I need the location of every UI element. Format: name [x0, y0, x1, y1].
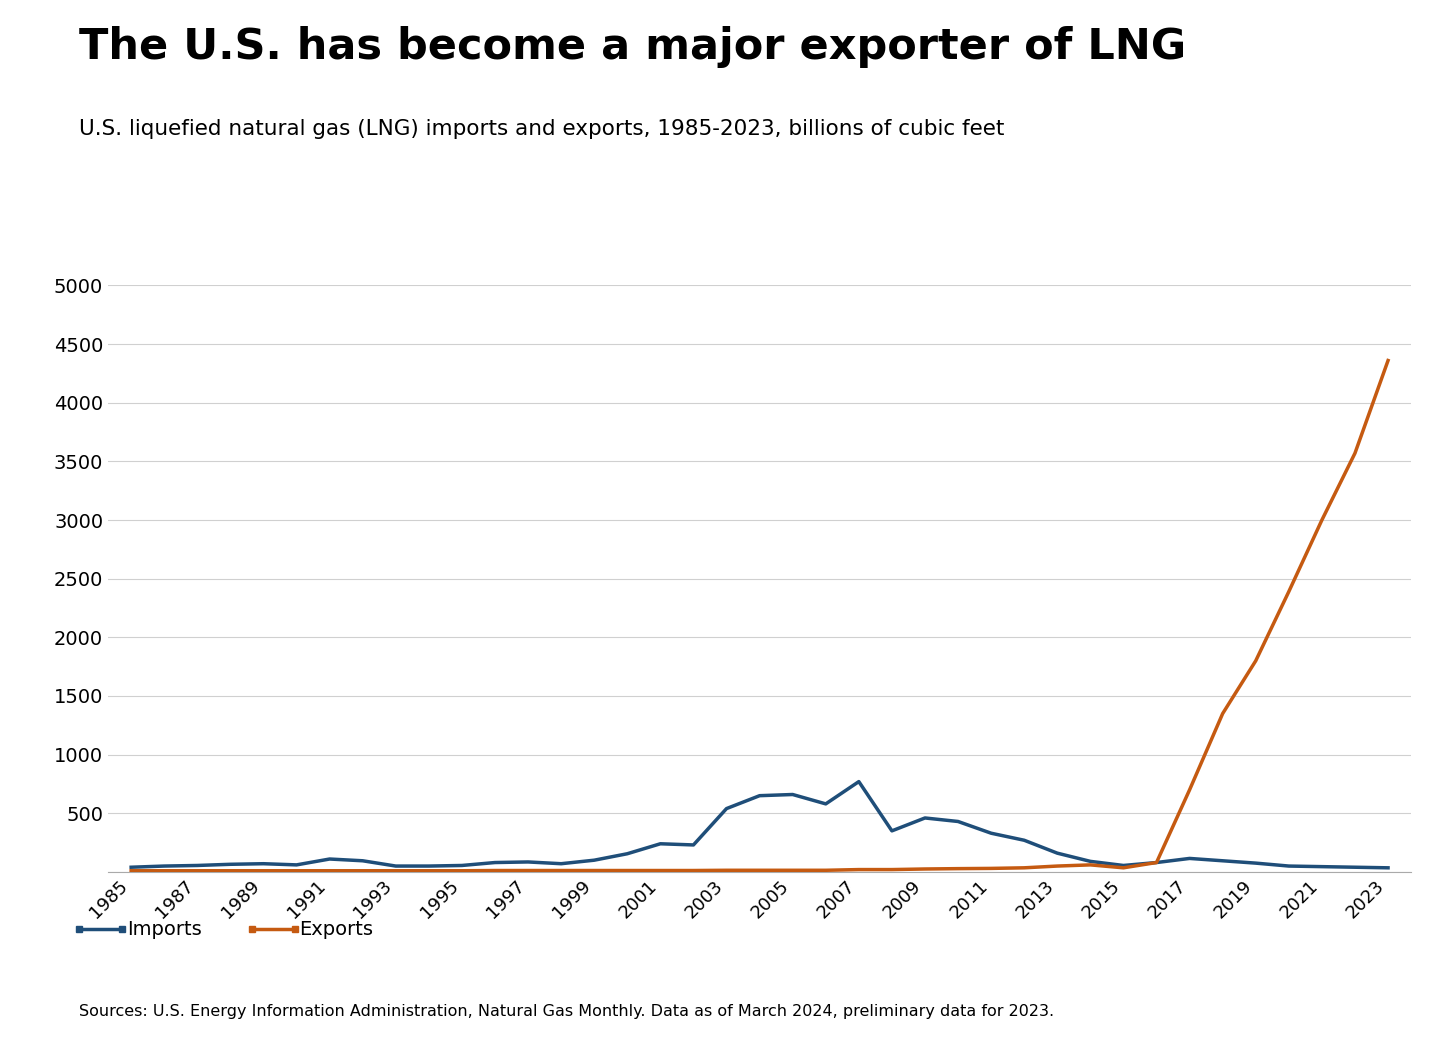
- Imports: [1346, 861, 1364, 873]
- Exports: [387, 865, 405, 877]
- Exports: [586, 865, 603, 877]
- Imports: [619, 847, 636, 859]
- Imports: [122, 861, 140, 873]
- Exports: [222, 865, 239, 877]
- Imports: [719, 802, 736, 815]
- Exports: [982, 863, 999, 875]
- Exports: [189, 865, 206, 877]
- Exports: [553, 865, 570, 877]
- Exports: [1280, 585, 1297, 598]
- Imports: [1181, 852, 1198, 865]
- Imports: [1247, 857, 1264, 870]
- Imports: [387, 859, 405, 872]
- Imports: [1313, 861, 1331, 873]
- Exports: [1214, 707, 1231, 719]
- Exports: [420, 865, 438, 877]
- Exports: [1346, 447, 1364, 460]
- Imports: [586, 854, 603, 867]
- Imports: [916, 812, 933, 824]
- Imports: [652, 838, 670, 850]
- Imports: [1115, 859, 1132, 872]
- Imports: [850, 775, 867, 788]
- Exports: [122, 865, 140, 877]
- Exports: [156, 865, 173, 877]
- Imports: [1214, 854, 1231, 867]
- Exports: [354, 865, 372, 877]
- Exports: [752, 864, 769, 876]
- Exports: [454, 865, 471, 877]
- Exports: [1048, 859, 1066, 872]
- Imports: [1048, 847, 1066, 859]
- Exports: [288, 865, 305, 877]
- Exports: [1247, 655, 1264, 667]
- Exports: [1115, 862, 1132, 874]
- Exports: [883, 864, 900, 876]
- Exports: [1148, 856, 1165, 869]
- Text: Exports: Exports: [300, 920, 373, 938]
- Imports: [1280, 859, 1297, 872]
- Imports: [1081, 855, 1099, 868]
- Imports: [816, 797, 834, 810]
- Exports: [1081, 858, 1099, 871]
- Exports: [685, 865, 703, 877]
- Exports: [255, 865, 272, 877]
- Text: U.S. liquefied natural gas (LNG) imports and exports, 1985-2023, billions of cub: U.S. liquefied natural gas (LNG) imports…: [79, 119, 1005, 139]
- Text: Imports: Imports: [127, 920, 202, 938]
- Exports: [949, 863, 966, 875]
- Imports: [420, 859, 438, 872]
- Imports: [354, 854, 372, 867]
- Imports: [189, 859, 206, 872]
- Exports: [783, 864, 801, 876]
- Line: Exports: Exports: [131, 360, 1388, 871]
- Exports: [321, 865, 338, 877]
- Imports: [454, 859, 471, 872]
- Imports: [1148, 856, 1165, 869]
- Exports: [816, 864, 834, 876]
- Imports: [222, 858, 239, 871]
- Imports: [1015, 834, 1032, 846]
- Imports: [520, 855, 537, 868]
- Exports: [619, 865, 636, 877]
- Exports: [916, 863, 933, 875]
- Imports: [883, 824, 900, 837]
- Exports: [520, 865, 537, 877]
- Exports: [1181, 784, 1198, 796]
- Imports: [783, 788, 801, 800]
- Exports: [1015, 862, 1032, 874]
- Imports: [752, 790, 769, 802]
- Imports: [288, 858, 305, 871]
- Imports: [156, 859, 173, 872]
- Imports: [685, 839, 703, 851]
- Exports: [850, 864, 867, 876]
- Text: The U.S. has become a major exporter of LNG: The U.S. has become a major exporter of …: [79, 26, 1187, 67]
- Exports: [487, 865, 504, 877]
- Imports: [255, 857, 272, 870]
- Exports: [652, 865, 670, 877]
- Line: Imports: Imports: [131, 782, 1388, 868]
- Exports: [1313, 514, 1331, 526]
- Imports: [1380, 862, 1397, 874]
- Imports: [487, 856, 504, 869]
- Exports: [719, 864, 736, 876]
- Text: Sources: U.S. Energy Information Administration, Natural Gas Monthly. Data as of: Sources: U.S. Energy Information Adminis…: [79, 1005, 1054, 1019]
- Exports: [1380, 354, 1397, 366]
- Imports: [553, 857, 570, 870]
- Imports: [982, 827, 999, 840]
- Imports: [321, 853, 338, 866]
- Imports: [949, 815, 966, 827]
